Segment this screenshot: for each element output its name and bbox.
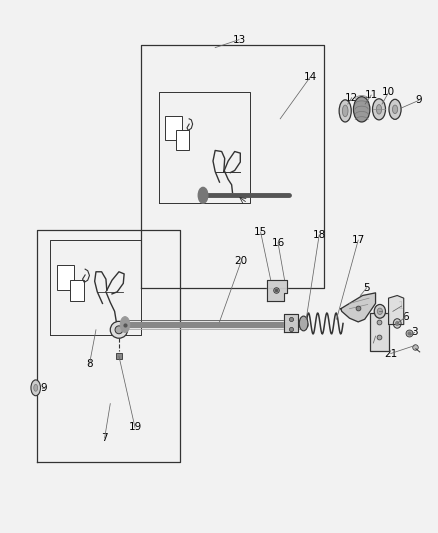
- Text: 4: 4: [378, 306, 385, 316]
- Ellipse shape: [392, 105, 397, 114]
- Text: 7: 7: [101, 433, 108, 443]
- Ellipse shape: [395, 321, 398, 326]
- Polygon shape: [283, 314, 297, 333]
- Text: 19: 19: [128, 422, 141, 432]
- Text: 9: 9: [415, 95, 421, 106]
- Text: 2: 2: [369, 338, 376, 348]
- Ellipse shape: [392, 319, 400, 328]
- Text: 15: 15: [254, 227, 267, 237]
- Text: 10: 10: [381, 87, 394, 98]
- Text: 8: 8: [86, 359, 92, 369]
- Polygon shape: [340, 293, 374, 322]
- Text: 11: 11: [364, 90, 377, 100]
- Ellipse shape: [339, 100, 350, 122]
- Ellipse shape: [299, 316, 307, 331]
- Ellipse shape: [375, 104, 381, 114]
- Bar: [370, 313, 388, 351]
- Polygon shape: [267, 280, 286, 301]
- Ellipse shape: [342, 105, 347, 117]
- Ellipse shape: [376, 308, 381, 314]
- Ellipse shape: [198, 188, 207, 203]
- Text: 12: 12: [344, 93, 357, 103]
- Text: 20: 20: [234, 256, 247, 266]
- Text: 6: 6: [402, 312, 408, 321]
- Polygon shape: [388, 295, 403, 325]
- Ellipse shape: [34, 384, 38, 391]
- Bar: [165, 116, 181, 140]
- Text: 13: 13: [232, 35, 245, 45]
- Text: 3: 3: [410, 327, 417, 337]
- Ellipse shape: [388, 99, 400, 119]
- Text: 21: 21: [383, 349, 396, 359]
- Ellipse shape: [31, 380, 40, 395]
- Ellipse shape: [120, 317, 130, 333]
- Ellipse shape: [110, 321, 127, 338]
- Bar: [57, 265, 74, 290]
- Text: 1: 1: [397, 301, 404, 311]
- Text: 14: 14: [303, 71, 316, 82]
- Text: 5: 5: [363, 282, 369, 293]
- Ellipse shape: [373, 304, 385, 318]
- Text: 16: 16: [271, 238, 284, 248]
- Text: 17: 17: [351, 235, 364, 245]
- Text: 18: 18: [312, 230, 325, 240]
- Ellipse shape: [353, 96, 369, 122]
- Ellipse shape: [115, 326, 123, 334]
- Ellipse shape: [372, 99, 385, 120]
- Bar: [70, 280, 84, 301]
- Bar: [176, 131, 189, 150]
- Text: 9: 9: [41, 383, 47, 393]
